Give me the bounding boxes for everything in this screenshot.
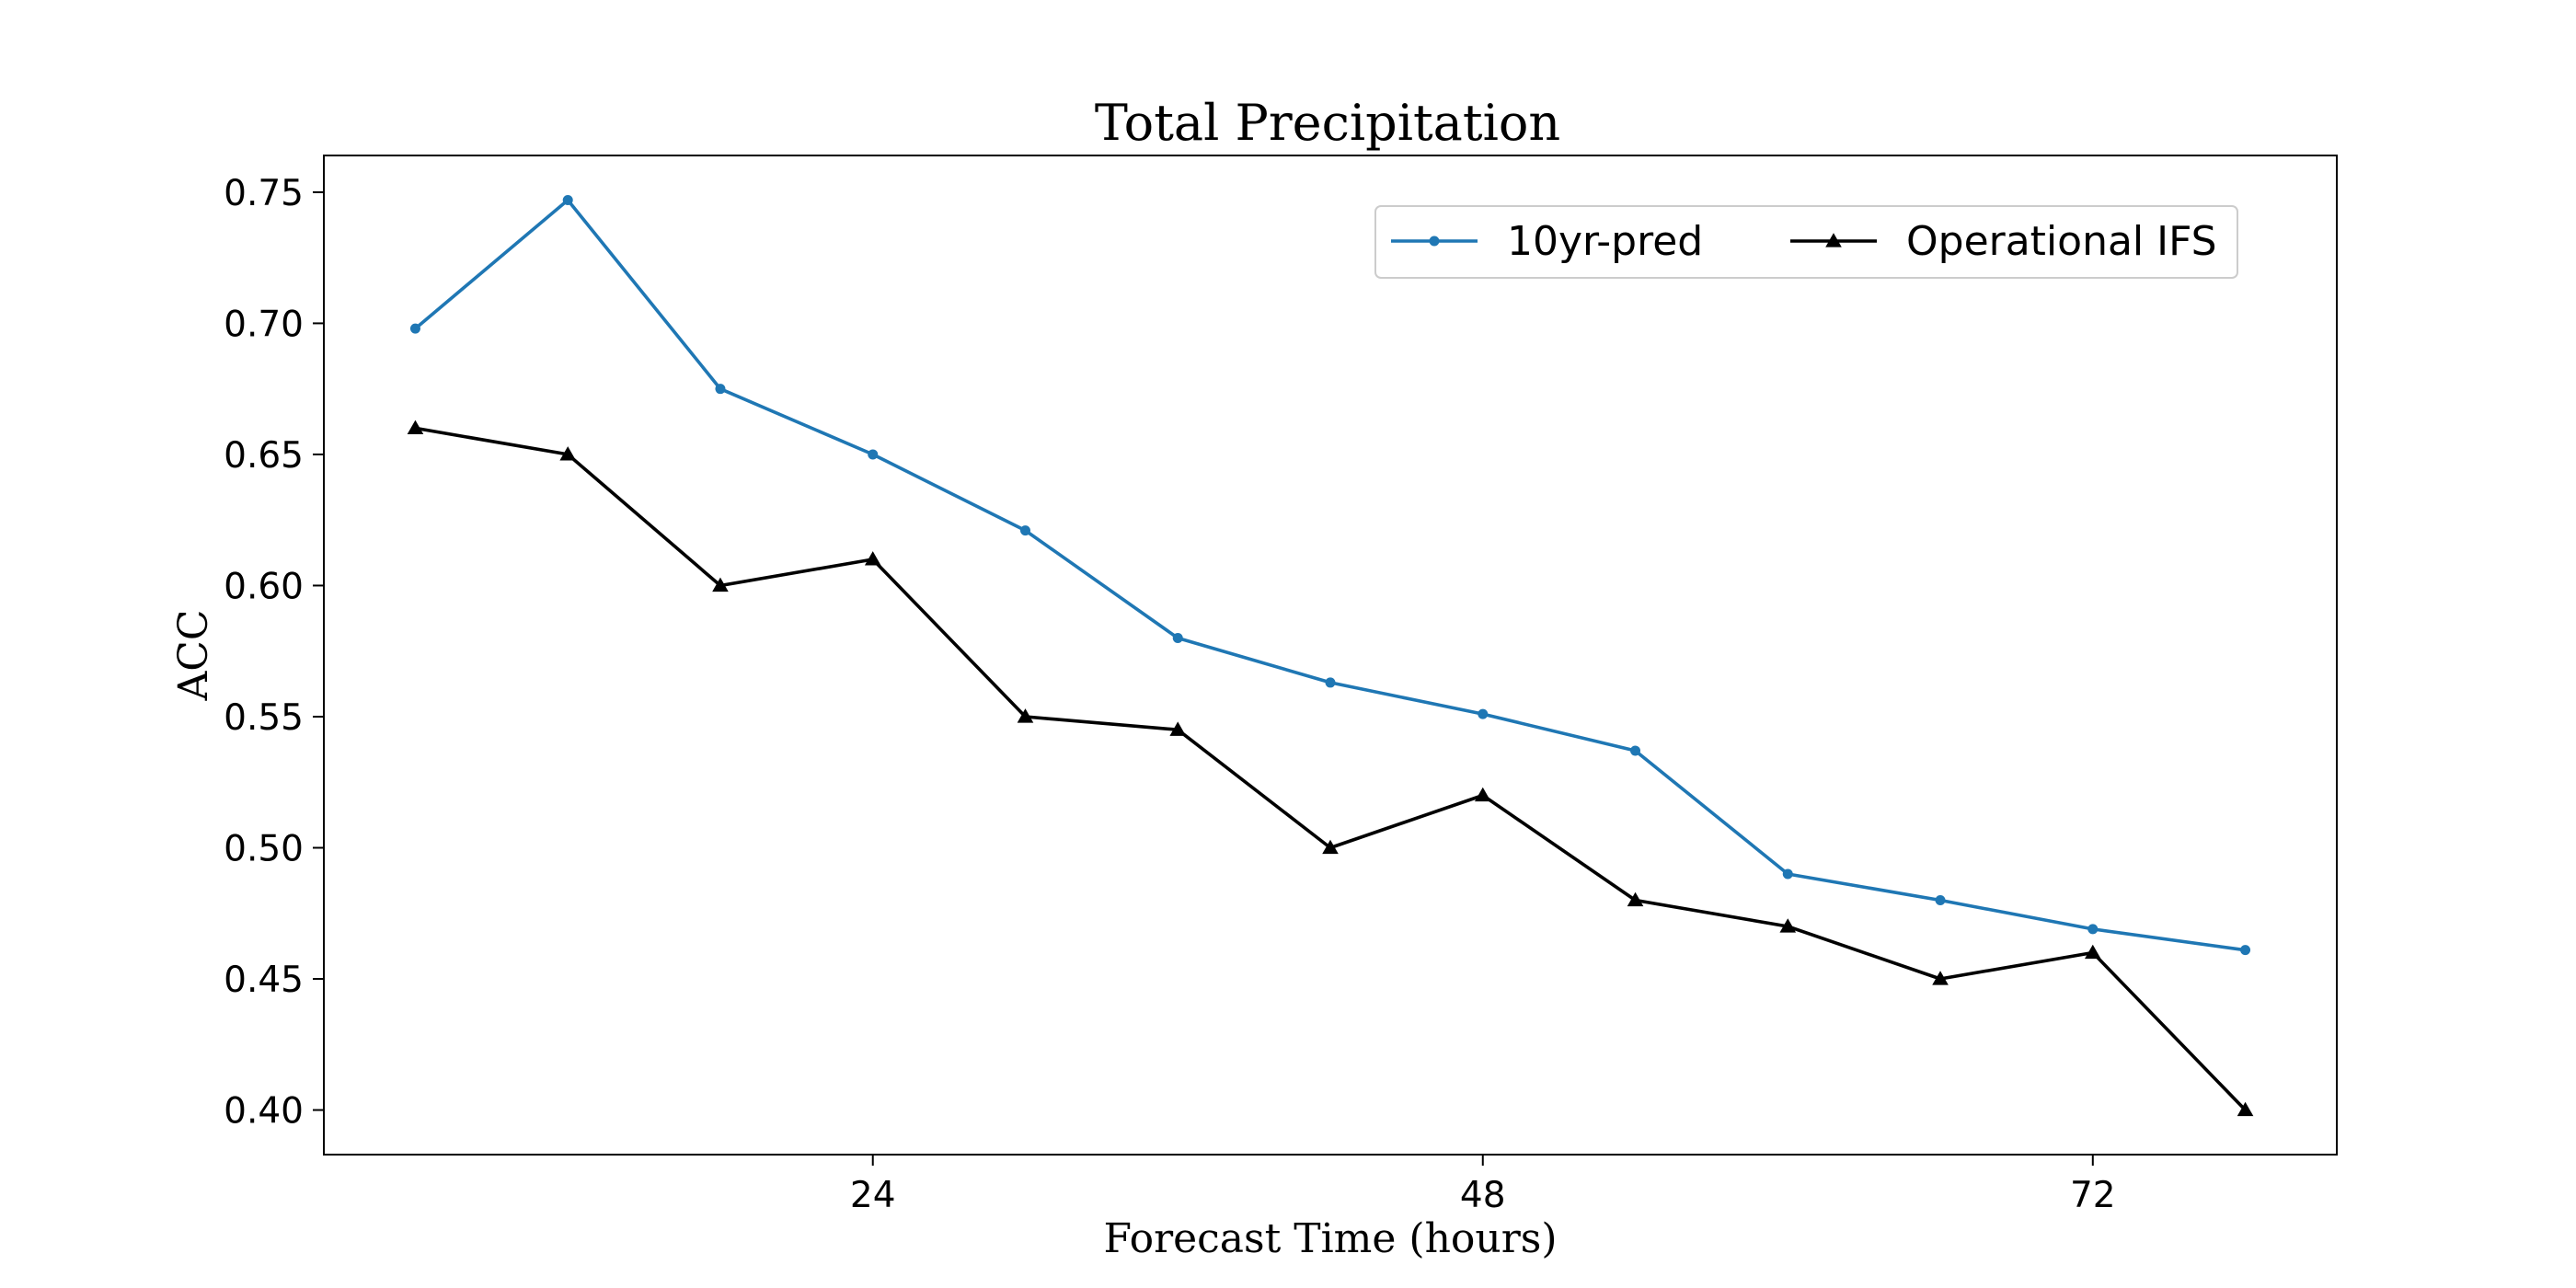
legend-label: Operational IFS bbox=[1906, 218, 2217, 265]
data-point bbox=[1474, 787, 1491, 802]
y-tick-label: 0.75 bbox=[224, 173, 304, 214]
data-point bbox=[1322, 839, 1339, 855]
x-tick-label: 48 bbox=[1460, 1175, 1506, 1216]
y-tick-label: 0.40 bbox=[224, 1091, 304, 1133]
chart-title: Total Precipitation bbox=[1095, 94, 1560, 152]
data-point bbox=[1325, 677, 1336, 688]
legend-entry: 10yr-pred bbox=[1391, 218, 1703, 265]
data-point bbox=[1429, 236, 1440, 247]
data-point bbox=[2084, 944, 2101, 960]
legend-label: 10yr-pred bbox=[1507, 218, 1703, 265]
y-tick-label: 0.60 bbox=[224, 566, 304, 607]
data-point bbox=[1630, 745, 1641, 756]
data-point bbox=[1017, 708, 1034, 723]
series-10yr-pred bbox=[409, 194, 2251, 956]
data-point bbox=[2237, 1101, 2254, 1117]
data-point bbox=[2087, 924, 2099, 935]
y-axis-label: ACC bbox=[170, 609, 217, 701]
y-axis: 0.40 0.45 0.50 0.55 0.60 0.65 0.70 0.75 bbox=[224, 173, 324, 1133]
data-point bbox=[1782, 868, 1793, 880]
data-point bbox=[864, 551, 881, 566]
data-point bbox=[1627, 891, 1644, 907]
data-point bbox=[712, 577, 729, 592]
data-point bbox=[715, 384, 726, 395]
x-axis-label: Forecast Time (hours) bbox=[1103, 1215, 1557, 1262]
series-line bbox=[415, 426, 2247, 1111]
data-point bbox=[407, 420, 424, 435]
legend: 10yr-pred Operational IFS bbox=[1374, 205, 2238, 279]
y-tick-label: 0.45 bbox=[224, 960, 304, 1001]
series-line bbox=[414, 198, 2246, 952]
data-point bbox=[562, 194, 573, 205]
data-point bbox=[409, 323, 420, 334]
plot-frame bbox=[323, 155, 2338, 1156]
data-point bbox=[1932, 971, 1949, 985]
series-operational-ifs bbox=[407, 420, 2254, 1117]
data-point bbox=[1019, 525, 1030, 536]
x-tick-label: 24 bbox=[850, 1175, 896, 1216]
data-point bbox=[2240, 945, 2251, 956]
data-point bbox=[559, 446, 577, 461]
data-point bbox=[1169, 721, 1187, 736]
data-point bbox=[1825, 233, 1842, 247]
data-point bbox=[1478, 708, 1489, 719]
y-tick-label: 0.65 bbox=[224, 435, 304, 477]
data-point bbox=[1172, 632, 1183, 643]
y-tick-label: 0.70 bbox=[224, 304, 304, 345]
y-tick-label: 0.55 bbox=[224, 697, 304, 739]
x-tick-label: 72 bbox=[2070, 1175, 2116, 1216]
data-point bbox=[1779, 918, 1797, 933]
legend-entry: Operational IFS bbox=[1790, 218, 2217, 265]
data-point bbox=[868, 449, 879, 460]
y-tick-label: 0.50 bbox=[224, 829, 304, 870]
x-axis: 24 48 72 bbox=[850, 1155, 2116, 1216]
data-point bbox=[1935, 895, 1946, 906]
series-layer bbox=[407, 194, 2254, 1117]
